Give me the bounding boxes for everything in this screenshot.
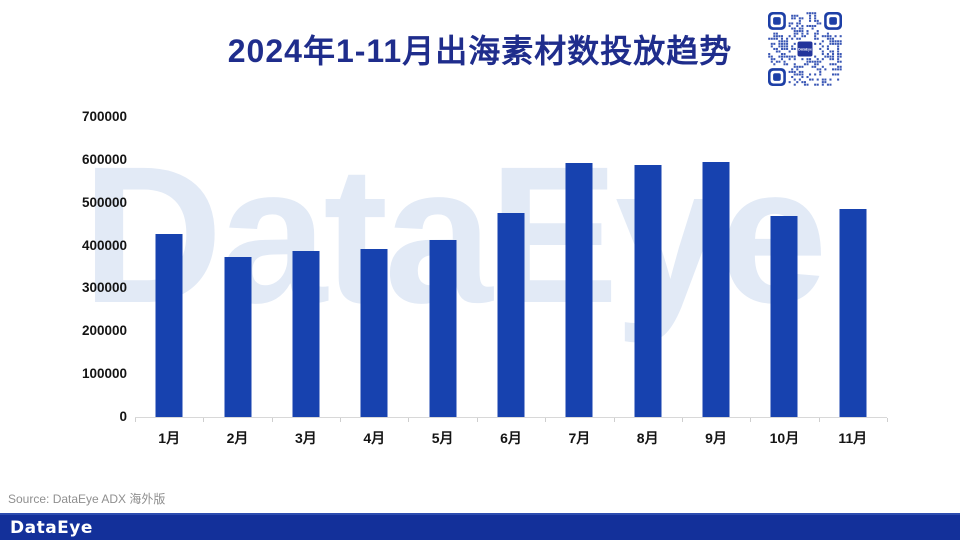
- bar-slot-1月: [135, 117, 205, 422]
- bar-1月: [155, 233, 183, 417]
- axis-tick: [613, 418, 615, 422]
- x-axis: 1月 2月 3月 4月 5月 6月 7月 8月 9月 10月 11月: [135, 418, 887, 448]
- bar-2月: [224, 256, 252, 417]
- bar-slot-4月: [340, 117, 410, 422]
- bar-9月: [702, 161, 730, 417]
- bar-8月: [634, 165, 662, 417]
- qr-pattern: [768, 12, 842, 86]
- axis-tick: [886, 418, 888, 422]
- axis-tick: [476, 418, 478, 422]
- x-tick-label: 4月: [363, 430, 386, 446]
- y-tick-label: 700000: [81, 109, 127, 124]
- bar-5月: [429, 240, 457, 417]
- bar-slot-10月: [750, 117, 820, 422]
- bar-slot-3月: [272, 117, 342, 422]
- axis-tick: [681, 418, 683, 422]
- y-tick-label: 200000: [81, 323, 127, 339]
- y-tick-label: 100000: [81, 366, 127, 382]
- x-tick-label: 9月: [705, 430, 727, 446]
- bar-4月: [360, 249, 388, 417]
- bar-slot-2月: [203, 117, 273, 422]
- bar-slot-7月: [545, 117, 615, 422]
- y-tick-label: 600000: [81, 151, 127, 167]
- qr-center-logo: DataEye: [797, 41, 813, 57]
- x-tick-label: 6月: [500, 430, 522, 446]
- axis-tick: [340, 418, 342, 422]
- plot-area: [135, 117, 888, 422]
- bar-slot-11月: [819, 117, 888, 422]
- y-axis: 0 100000 200000 300000 400000 500000 600000 700…: [57, 109, 127, 424]
- x-tick-label: 10月: [769, 430, 800, 446]
- x-tick-label: 7月: [568, 430, 591, 446]
- bar-7月: [565, 163, 593, 417]
- x-tick-label: 1月: [158, 430, 181, 446]
- bar-3月: [292, 251, 320, 417]
- x-tick-label: 8月: [636, 430, 659, 446]
- axis-tick: [271, 418, 273, 422]
- axis-tick: [545, 418, 547, 422]
- x-tick-label: 3月: [295, 430, 317, 446]
- axis-tick: [818, 418, 820, 422]
- dataeye-logo: DataEye: [10, 517, 93, 538]
- bar-slot-5月: [408, 117, 478, 422]
- axis-tick: [203, 418, 205, 422]
- bar-slot-6月: [477, 117, 547, 422]
- bar-6月: [497, 213, 525, 417]
- source-note: Source: DataEye ADX 海外版: [8, 492, 166, 506]
- axis-tick: [750, 418, 752, 422]
- bar-10月: [770, 216, 798, 417]
- bar-slot-9月: [682, 117, 752, 422]
- y-tick-label: 0: [119, 409, 127, 424]
- axis-tick: [135, 418, 136, 422]
- bar-11月: [839, 209, 867, 417]
- page-title: 2024年1-11月出海素材数投放趋势: [227, 33, 733, 69]
- x-tick-label: 2月: [226, 430, 249, 446]
- bar-slot-8月: [614, 117, 683, 422]
- y-tick-label: 400000: [81, 237, 127, 253]
- y-tick-label: 300000: [81, 280, 127, 296]
- y-tick-label: 500000: [81, 194, 127, 210]
- axis-tick: [408, 418, 410, 422]
- footer-bar: DataEye: [0, 513, 960, 540]
- qr-code: DataEye: [768, 12, 842, 86]
- x-tick-label: 5月: [431, 430, 454, 446]
- x-tick-label: 11月: [838, 430, 868, 446]
